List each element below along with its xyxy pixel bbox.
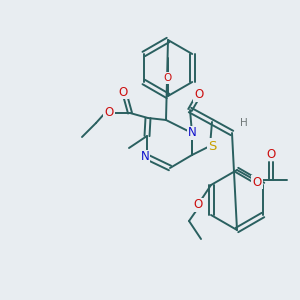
Text: O: O xyxy=(164,73,172,83)
Text: O: O xyxy=(104,106,114,119)
Text: O: O xyxy=(118,85,127,98)
Text: O: O xyxy=(252,176,262,188)
Text: O: O xyxy=(194,88,204,101)
Text: S: S xyxy=(208,140,216,152)
Text: O: O xyxy=(266,148,276,160)
Text: H: H xyxy=(240,118,248,128)
Text: N: N xyxy=(188,127,196,140)
Text: N: N xyxy=(141,151,149,164)
Text: O: O xyxy=(194,199,202,212)
